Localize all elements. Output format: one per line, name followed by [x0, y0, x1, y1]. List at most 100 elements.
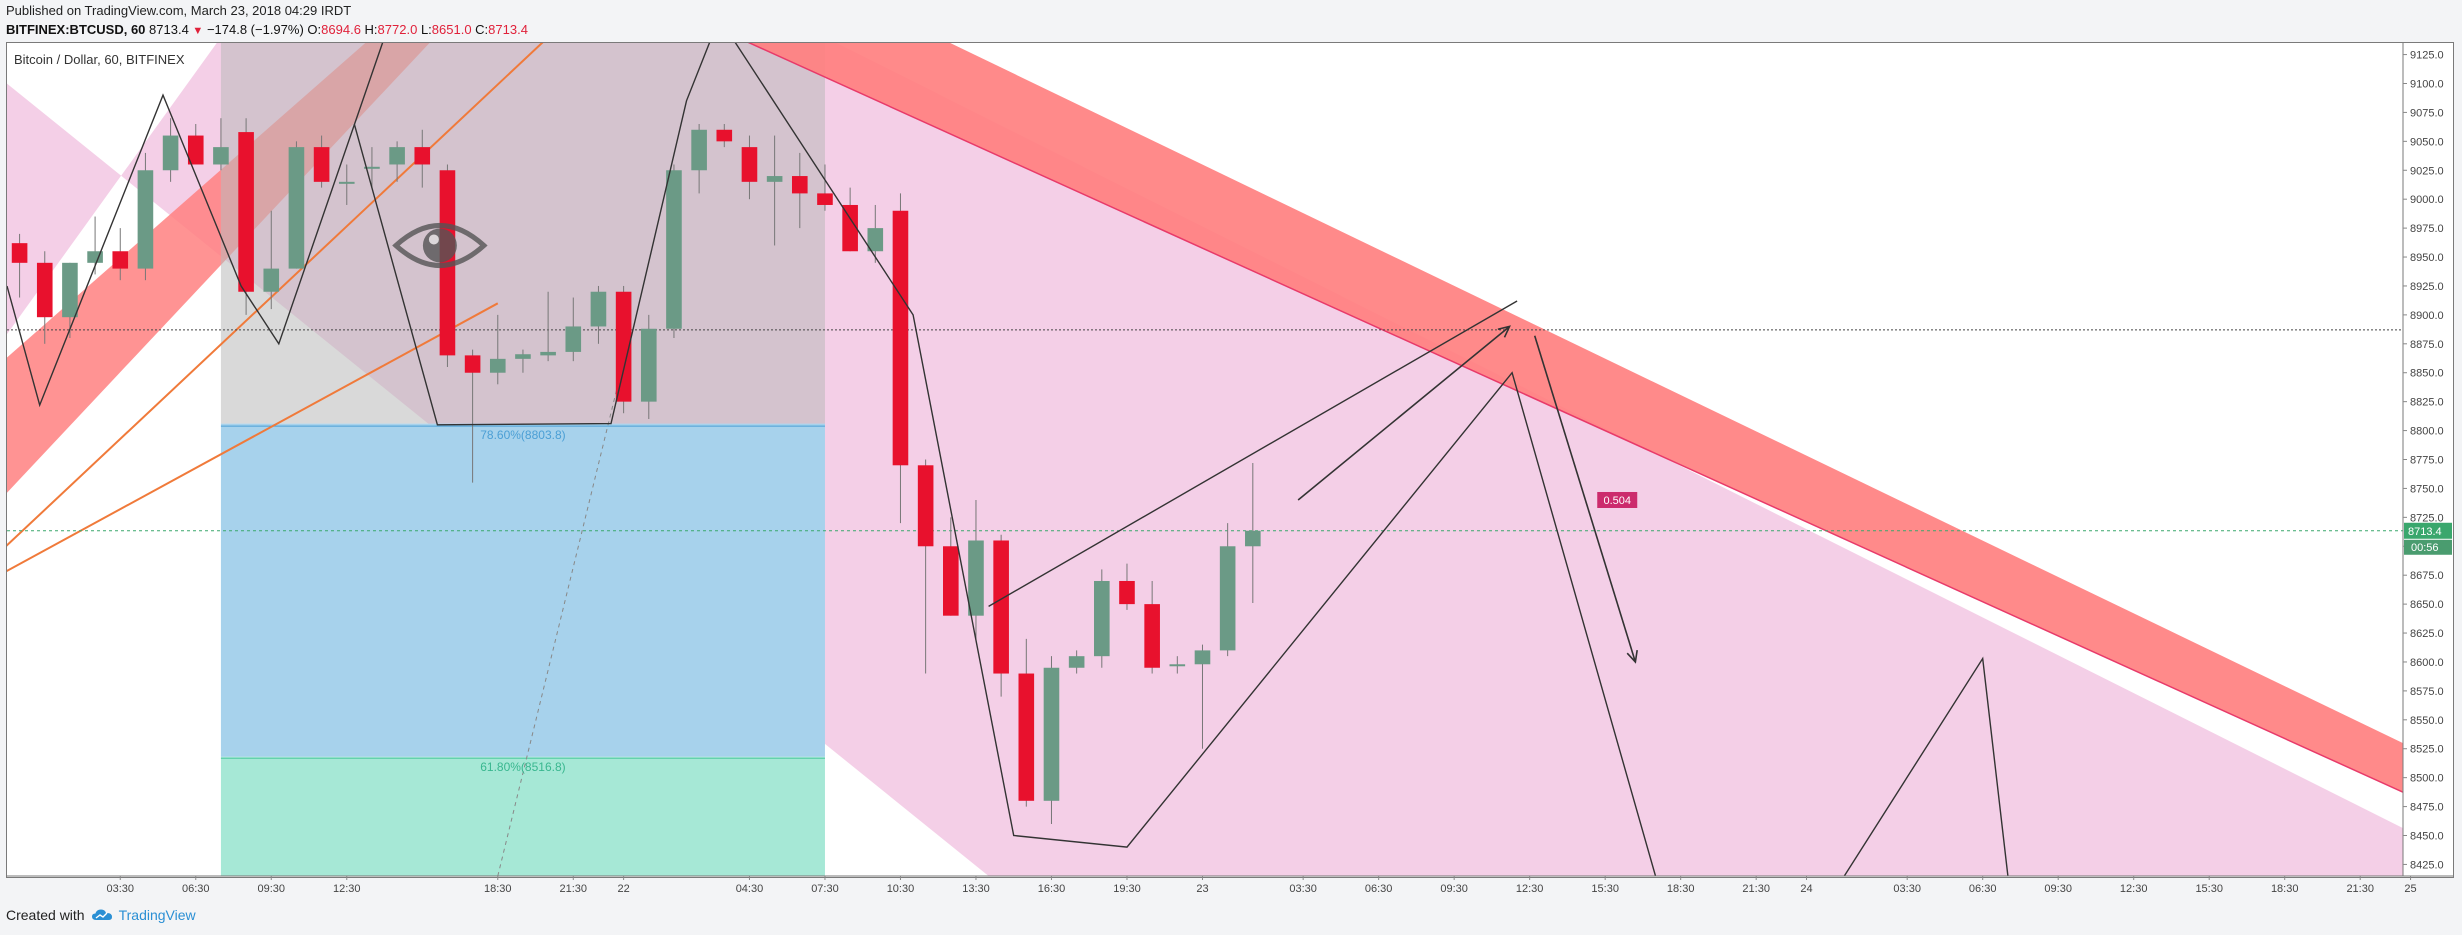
x-tick-label: 21:30	[560, 883, 588, 895]
fib-level-label: 78.60%(8803.8)	[480, 428, 565, 442]
x-tick-label: 22	[617, 883, 629, 895]
price-chart[interactable]: 78.60%(8803.8) 61.80%(8516.8) 0.504 9125.0 9…	[6, 42, 2454, 904]
candle-body	[565, 326, 582, 352]
candle-body	[867, 228, 884, 252]
y-tick-label: 8875.0	[2410, 339, 2444, 351]
arrow-up-head	[1497, 325, 1511, 338]
y-tick-label: 9000.0	[2410, 194, 2444, 206]
eye-glint	[428, 234, 439, 245]
price-change: −174.8 (−1.97%)	[206, 22, 304, 37]
candle-body	[313, 147, 330, 182]
tradingview-link[interactable]: TradingView	[118, 907, 196, 923]
plot-area: 78.60%(8803.8) 61.80%(8516.8) 0.504	[7, 43, 2403, 876]
high-label: H:	[364, 22, 378, 37]
symbol-info: BITFINEX:BTCUSD, 60 8713.4 ▼ −174.8 (−1.…	[6, 22, 528, 37]
y-tick-label: 8450.0	[2410, 831, 2444, 843]
top-bar: Published on TradingView.com, March 23, …	[0, 0, 2462, 42]
candle-body	[1169, 664, 1186, 667]
candle-body	[187, 135, 204, 165]
open-label: O:	[307, 22, 322, 37]
x-tick-label: 07:30	[811, 883, 839, 895]
candle-body	[238, 132, 254, 292]
arrow-down-head	[1626, 649, 1638, 664]
last-price-box	[2404, 522, 2452, 539]
y-tick-label: 8825.0	[2410, 397, 2444, 409]
eye-pupil	[422, 228, 457, 263]
fib-blue-zone	[220, 423, 825, 757]
x-tick-label: 04:30	[736, 883, 764, 895]
candle-body	[968, 540, 984, 616]
candle-body	[489, 358, 506, 373]
candle-body	[11, 243, 28, 263]
y-tick-label: 8975.0	[2410, 223, 2444, 235]
y-tick-label: 8500.0	[2410, 773, 2444, 785]
candle-body	[112, 251, 129, 269]
y-tick-label: 8625.0	[2410, 628, 2444, 640]
candle-body	[1245, 530, 1261, 547]
last-price-label: 8713.4	[2408, 526, 2442, 538]
candle-body	[515, 354, 531, 359]
x-tick-label: 09:30	[1440, 883, 1468, 895]
y-tick-label: 8750.0	[2410, 483, 2444, 495]
published-caption: Published on TradingView.com, March 23, …	[6, 3, 352, 18]
pitchfork-label-box	[1597, 491, 1638, 508]
y-tick-label: 9050.0	[2410, 136, 2444, 148]
y-tick-label: 8675.0	[2410, 570, 2444, 582]
trend-line-orange	[7, 302, 499, 573]
eye-outline	[392, 223, 488, 268]
candle-body	[263, 268, 280, 292]
x-tick-label: 06:30	[182, 883, 210, 895]
candle-body	[1144, 604, 1160, 668]
y-tick-label: 8900.0	[2410, 310, 2444, 322]
x-tick-label: 03:30	[1289, 883, 1317, 895]
x-tick-label: 21:30	[1742, 883, 1770, 895]
arrow-down	[1533, 335, 1637, 663]
x-tick-label: 12:30	[333, 883, 361, 895]
candle-body	[414, 147, 431, 165]
series-title: Bitcoin / Dollar, 60, BITFINEX	[14, 52, 185, 67]
candle-body	[1194, 650, 1211, 665]
candle-body	[137, 170, 154, 269]
candle-body	[791, 176, 808, 194]
countdown-label: 00:56	[2411, 542, 2439, 554]
pitchfork-label: 0.504	[1603, 495, 1631, 507]
high-value: 8772.0	[377, 22, 418, 37]
y-tick-label: 8850.0	[2410, 368, 2444, 380]
zigzag-line	[7, 43, 384, 408]
x-tick-label: 09:30	[257, 883, 285, 895]
y-tick-label: 8925.0	[2410, 281, 2444, 293]
projection-zigzag	[1843, 656, 2009, 876]
symbol-name: BITFINEX:BTCUSD, 60	[6, 22, 146, 37]
zigzag-line	[353, 43, 711, 426]
last-price: 8713.4	[149, 22, 189, 37]
candle-body	[917, 465, 934, 547]
y-tick-label: 9125.0	[2410, 50, 2444, 62]
low-label: L:	[420, 22, 432, 37]
rising-wedge-line	[988, 300, 1518, 608]
candle-body	[993, 540, 1009, 674]
y-tick-label: 8950.0	[2410, 252, 2444, 264]
candle-body	[288, 147, 305, 269]
x-tick-label: 15:30	[2195, 883, 2223, 895]
y-tick-label: 8725.0	[2410, 512, 2444, 524]
y-tick-label: 8650.0	[2410, 599, 2444, 611]
y-tick-label: 8800.0	[2410, 426, 2444, 438]
candle-body	[36, 262, 53, 318]
x-tick-label: 18:30	[484, 883, 512, 895]
candle-body	[716, 129, 733, 142]
y-tick-label: 8475.0	[2410, 802, 2444, 814]
candle-body	[1119, 580, 1135, 605]
x-tick-label: 03:30	[1893, 883, 1921, 895]
candle-body	[62, 262, 78, 318]
eye-icon	[392, 223, 488, 268]
candle-body	[338, 181, 355, 184]
footer: Created with TradingView	[6, 907, 196, 923]
x-tick-label: 09:30	[2044, 883, 2072, 895]
countdown-box	[2404, 539, 2452, 555]
y-tick-label: 8775.0	[2410, 455, 2444, 467]
y-tick-label: 8525.0	[2410, 744, 2444, 756]
candle-body	[389, 147, 405, 165]
open-value: 8694.6	[321, 22, 361, 37]
y-tick-label: 8425.0	[2410, 859, 2444, 871]
candle-body	[640, 328, 657, 402]
